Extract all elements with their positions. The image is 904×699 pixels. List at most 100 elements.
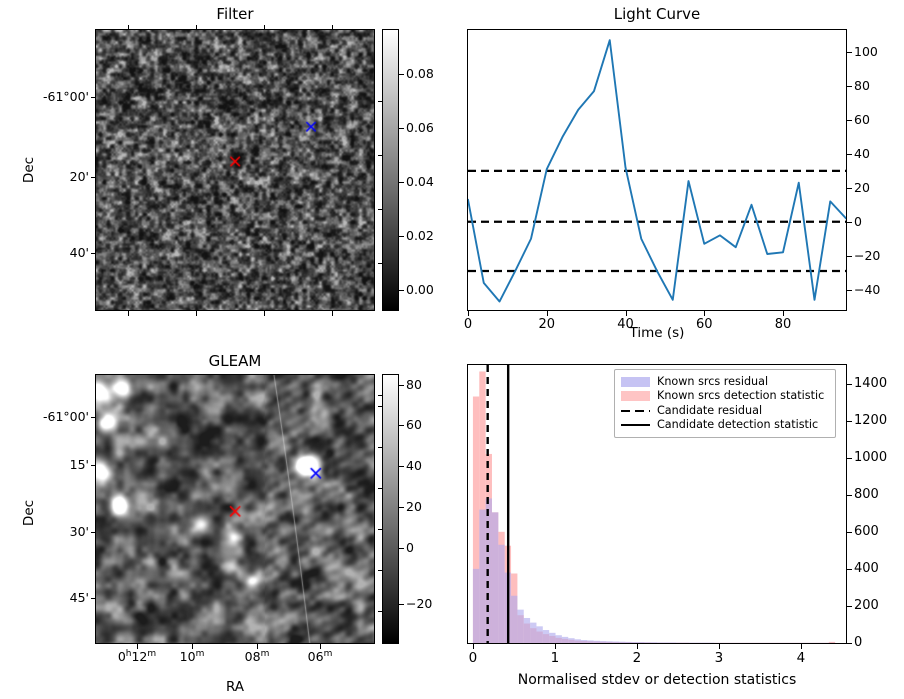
filter-colorbar bbox=[382, 29, 399, 311]
histogram-bar-detection-0 bbox=[472, 396, 480, 643]
gleam-x-tick-1 bbox=[192, 644, 194, 649]
filter-cbar-tick-2 bbox=[399, 182, 404, 184]
filter-cbar-tick-4 bbox=[399, 290, 404, 292]
histogram-x-tick-2 bbox=[636, 644, 639, 649]
legend-candidate-residual[interactable]: Candidate residual bbox=[621, 404, 829, 418]
gleam-y-tick-2 bbox=[90, 532, 95, 534]
legend-known-srcs-detection-statistic-label: Known srcs detection statistic bbox=[657, 389, 825, 402]
gleam-cbar-tick-label-0: 80 bbox=[406, 377, 422, 392]
histogram-bar-residual-14 bbox=[561, 636, 569, 643]
gleam-x-tick-0 bbox=[137, 644, 139, 649]
gleam-cbar-minor-tick-1 bbox=[377, 406, 382, 408]
gleam-cbar-tick-label-4: 0 bbox=[406, 540, 414, 555]
histogram-x-tick-3 bbox=[718, 644, 721, 649]
gleam-y-tick-label-3: 45' bbox=[69, 590, 89, 605]
lightcurve-y-tick-2 bbox=[847, 119, 852, 122]
gleam-sky-image bbox=[95, 374, 375, 644]
filter-cbar-minor-tick-1 bbox=[377, 155, 382, 157]
filter-cbar-tick-label-0: 0.08 bbox=[406, 66, 434, 81]
lightcurve-y-tick-label-2: 60 bbox=[854, 111, 870, 127]
histogram-bar-residual-19 bbox=[593, 640, 601, 643]
filter-sky-canvas bbox=[96, 30, 374, 310]
legend-known-srcs-detection-statistic[interactable]: Known srcs detection statistic bbox=[621, 389, 829, 403]
gleam-y-axis-label: Dec bbox=[21, 499, 37, 527]
histogram-x-tick-label-4: 4 bbox=[796, 650, 806, 666]
filter-cbar-minor-tick-0 bbox=[377, 101, 382, 103]
gleam-x-tick-2 bbox=[257, 644, 259, 649]
legend-known-srcs-residual-label: Known srcs residual bbox=[657, 374, 769, 388]
histogram-x-tick-label-1: 1 bbox=[550, 650, 560, 666]
histogram-y-tick-label-4: 600 bbox=[854, 523, 879, 539]
histogram-bar-residual-20 bbox=[600, 641, 607, 643]
lightcurve-y-tick-label-4: 20 bbox=[854, 179, 870, 195]
gleam-cbar-tick-1 bbox=[399, 425, 404, 427]
histogram-x-tick-1 bbox=[554, 644, 557, 649]
gleam-y-tick-0 bbox=[90, 417, 95, 419]
lightcurve-y-tick-1 bbox=[847, 86, 852, 88]
lightcurve-y-tick-4 bbox=[847, 187, 852, 189]
lightcurve-y-tick-label-0: 100 bbox=[854, 44, 878, 60]
filter-y-tick-label-1: 20' bbox=[69, 169, 89, 184]
lightcurve-series-brightness bbox=[468, 39, 846, 303]
histogram-bar-residual-6 bbox=[511, 595, 518, 643]
histogram-bar-residual-30 bbox=[663, 642, 670, 643]
histogram-bar-residual-12 bbox=[549, 632, 556, 643]
lightcurve-y-tick-7 bbox=[847, 289, 852, 291]
lightcurve-y-tick-3 bbox=[847, 153, 852, 156]
legend-known-srcs-detection-statistic-swatch bbox=[621, 391, 650, 401]
lightcurve-x-tick-0 bbox=[468, 311, 470, 316]
histogram-bar-residual-7 bbox=[517, 609, 524, 643]
gleam-cbar-minor-tick-0 bbox=[377, 395, 382, 397]
histogram-y-tick-label-7: 0 bbox=[854, 635, 863, 650]
gleam-cbar-minor-tick-3 bbox=[377, 488, 382, 490]
gleam-cbar-tick-label-2: 40 bbox=[406, 458, 422, 473]
gleam-cbar-minor-tick-6 bbox=[377, 611, 382, 613]
gleam-y-tick-label-1: 15' bbox=[69, 457, 89, 472]
legend-candidate-detection-statistic[interactable]: Candidate detection statistic bbox=[621, 418, 829, 432]
lightcurve-x-tick-4 bbox=[783, 311, 785, 316]
filter-cbar-tick-0 bbox=[399, 74, 404, 76]
filter-x-tick-bottom-2 bbox=[264, 311, 266, 316]
gleam-cbar-tick-4 bbox=[399, 548, 404, 550]
histogram-bar-residual-4 bbox=[498, 544, 505, 643]
histogram-bar-residual-15 bbox=[568, 638, 575, 643]
lightcurve-x-tick-3 bbox=[704, 311, 706, 316]
lightcurve-x-tick-label-2: 40 bbox=[617, 317, 634, 332]
gleam-y-tick-3 bbox=[90, 598, 95, 600]
histogram-y-tick-label-2: 1000 bbox=[854, 449, 888, 465]
histogram-bar-residual-24 bbox=[625, 641, 632, 643]
histogram-x-tick-label-3: 3 bbox=[714, 650, 724, 666]
histogram-y-tick-3 bbox=[847, 494, 852, 496]
gleam-cbar-tick-0 bbox=[399, 385, 404, 387]
histogram-x-tick-4 bbox=[800, 644, 803, 649]
histogram-bar-residual-0 bbox=[472, 568, 480, 643]
histogram-bar-residual-1 bbox=[479, 509, 486, 643]
histogram-bar-residual-21 bbox=[606, 641, 613, 643]
legend-known-srcs-residual-swatch bbox=[621, 376, 650, 387]
lightcurve-x-tick-label-4: 80 bbox=[774, 317, 792, 332]
gleam-x-tick-label-3: 06m bbox=[307, 649, 333, 665]
histogram-y-tick-label-3: 800 bbox=[854, 486, 879, 502]
gleam-y-tick-1 bbox=[90, 465, 95, 467]
histogram-y-tick-label-0: 1400 bbox=[854, 375, 888, 391]
histogram-bar-residual-10 bbox=[536, 626, 543, 643]
filter-cbar-tick-label-3: 0.02 bbox=[406, 228, 434, 243]
lightcurve-x-tick-1 bbox=[546, 311, 548, 316]
histogram-y-tick-5 bbox=[847, 568, 852, 571]
gleam-cbar-minor-tick-5 bbox=[377, 570, 382, 572]
filter-y-tick-2 bbox=[90, 253, 95, 255]
filter-x-tick-top-0 bbox=[128, 24, 130, 29]
histogram-bar-residual-17 bbox=[580, 640, 588, 643]
legend-known-srcs-residual[interactable]: Known srcs residual bbox=[621, 375, 829, 389]
lightcurve-x-tick-label-0: 0 bbox=[463, 317, 473, 332]
lightcurve-y-tick-0 bbox=[847, 52, 852, 54]
lightcurve-panel-title: Light Curve bbox=[613, 5, 701, 23]
filter-cbar-tick-label-2: 0.04 bbox=[406, 174, 434, 189]
gleam-cbar-minor-tick-4 bbox=[377, 529, 382, 531]
lightcurve-y-tick-label-7: −40 bbox=[854, 281, 881, 297]
filter-panel-title: Filter bbox=[216, 5, 254, 23]
gleam-x-axis-label: RA bbox=[225, 679, 245, 695]
histogram-bar-residual-8 bbox=[523, 617, 531, 643]
histogram-x-tick-label-0: 0 bbox=[468, 650, 478, 666]
